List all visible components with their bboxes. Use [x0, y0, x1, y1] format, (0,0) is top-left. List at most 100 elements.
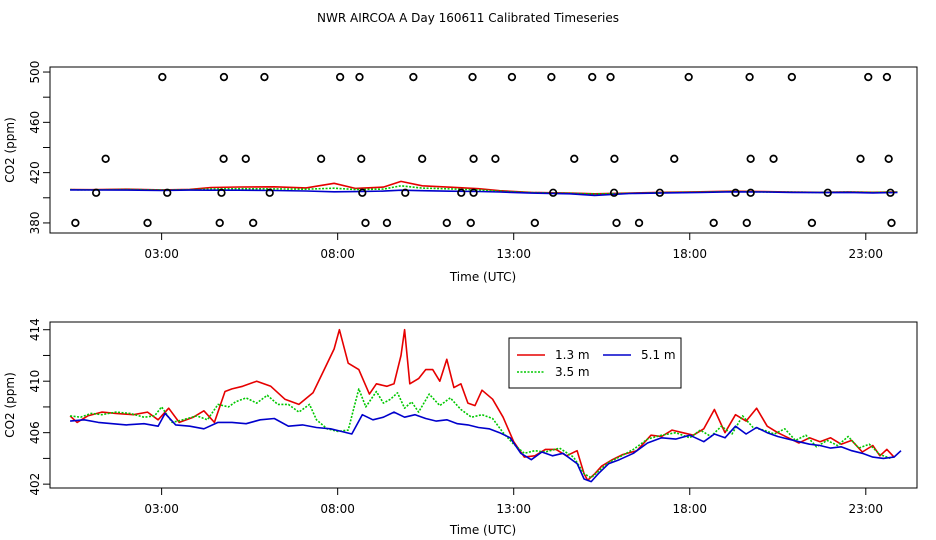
ref-flag-point — [609, 188, 619, 197]
mid-flag-point — [241, 154, 250, 163]
mid-flag-point — [884, 154, 893, 163]
series-3-5-m-line — [70, 185, 898, 195]
bottom-x-tick-label: 08:00 — [320, 502, 355, 516]
high-flag-point — [158, 72, 167, 82]
bottom-x-tick-label: 03:00 — [144, 502, 179, 516]
low-flag-point — [361, 218, 370, 228]
bottom-series-lines — [69, 328, 902, 483]
mid-flag-point — [610, 154, 619, 163]
top-flag-points — [71, 72, 896, 228]
ref-flag-point — [265, 188, 274, 197]
mid-flag-point — [469, 154, 478, 163]
ref-flag-point — [886, 188, 895, 197]
mid-flag-point — [491, 154, 500, 163]
mid-flag-point — [316, 154, 326, 163]
top-panel: 03:00 08:00 13:00 18:00 23:00 380 420 460 500 T… — [3, 61, 918, 284]
high-flag-point — [507, 72, 517, 82]
high-flag-point — [409, 72, 418, 82]
top-y-axis: 380 420 460 500 — [28, 61, 50, 234]
high-flag-point — [882, 72, 892, 82]
low-flag-point — [887, 218, 896, 228]
top-series-lines — [70, 180, 898, 197]
ref-flag-point — [401, 188, 410, 197]
low-flag-point — [612, 218, 621, 228]
top-y-tick-label: 500 — [28, 61, 42, 84]
low-flag-point — [249, 218, 258, 228]
bottom-y-axis-label: CO2 (ppm) — [3, 372, 17, 438]
bottom-y-tick-label: 414 — [28, 318, 42, 341]
low-flag-point — [382, 218, 392, 228]
high-flag-point — [606, 72, 615, 82]
ref-flag-point — [91, 188, 101, 197]
top-x-axis: 03:00 08:00 13:00 18:00 23:00 — [144, 233, 883, 261]
top-x-tick-label: 23:00 — [848, 247, 883, 261]
ref-flag-point — [163, 188, 172, 197]
top-y-tick-label: 420 — [28, 161, 42, 184]
low-flag-point — [215, 218, 224, 228]
bottom-x-axis-label: Time (UTC) — [449, 523, 516, 537]
high-flag-point — [588, 72, 597, 82]
bottom-y-tick-label: 410 — [28, 370, 42, 393]
high-flag-point — [787, 72, 797, 82]
top-x-tick-label: 03:00 — [144, 247, 179, 261]
high-flag-point — [219, 72, 229, 82]
mid-flag-point — [570, 154, 579, 163]
low-flag-point — [807, 218, 817, 228]
series-3-5-m-line — [70, 388, 891, 479]
top-plot-frame — [49, 66, 918, 234]
mid-flag-point — [670, 154, 679, 163]
ref-flag-point — [731, 188, 740, 197]
ref-flag-point — [655, 188, 664, 197]
high-flag-point — [864, 72, 873, 82]
low-flag-point — [742, 218, 751, 228]
mid-flag-point — [219, 154, 228, 163]
low-flag-point — [442, 218, 451, 228]
high-flag-point — [335, 72, 345, 82]
bottom-x-tick-label: 18:00 — [672, 502, 707, 516]
legend-label-5-1m: 5.1 m — [641, 348, 676, 362]
high-flag-point — [547, 72, 556, 82]
low-flag-point — [634, 218, 644, 228]
high-flag-point — [684, 72, 693, 82]
figure-title: NWR AIRCOA A Day 160611 Calibrated Times… — [317, 11, 619, 25]
top-x-tick-label: 08:00 — [320, 247, 355, 261]
low-flag-point — [143, 218, 152, 228]
high-flag-point — [355, 72, 364, 82]
low-flag-point — [709, 218, 718, 228]
bottom-plot-frame — [49, 321, 918, 489]
mid-flag-point — [746, 154, 755, 163]
bottom-y-tick-label: 402 — [28, 473, 42, 496]
low-flag-point — [466, 218, 475, 228]
high-flag-point — [468, 72, 477, 82]
ref-flag-point — [217, 188, 226, 197]
ref-flag-point — [548, 188, 558, 197]
ref-flag-point — [469, 188, 478, 197]
bottom-x-tick-label: 23:00 — [848, 502, 883, 516]
legend-label-3-5m: 3.5 m — [555, 365, 590, 379]
mid-flag-point — [418, 154, 427, 163]
mid-flag-point — [357, 154, 366, 163]
top-x-tick-label: 13:00 — [496, 247, 531, 261]
top-x-axis-label: Time (UTC) — [449, 270, 516, 284]
series-1-3-m-line — [69, 328, 895, 482]
bottom-x-tick-label: 13:00 — [496, 502, 531, 516]
top-x-tick-label: 18:00 — [672, 247, 707, 261]
bottom-y-tick-label: 406 — [28, 421, 42, 444]
series-5-1-m-line — [70, 411, 902, 483]
ref-flag-point — [746, 188, 755, 197]
top-y-axis-label: CO2 (ppm) — [3, 117, 17, 183]
mid-flag-point — [769, 154, 778, 163]
legend: 1.3 m 5.1 m 3.5 m — [508, 337, 682, 389]
bottom-y-axis: 402 406 410 414 — [28, 318, 50, 496]
ref-flag-point — [457, 188, 466, 197]
high-flag-point — [260, 72, 269, 82]
legend-box — [508, 337, 682, 389]
bottom-x-axis: 03:00 08:00 13:00 18:00 23:00 — [144, 488, 883, 516]
low-flag-point — [71, 218, 80, 228]
mid-flag-point — [856, 154, 865, 163]
ref-flag-point — [823, 188, 832, 197]
legend-label-1-3m: 1.3 m — [555, 348, 590, 362]
top-y-tick-label: 460 — [28, 111, 42, 134]
mid-flag-point — [101, 154, 110, 163]
